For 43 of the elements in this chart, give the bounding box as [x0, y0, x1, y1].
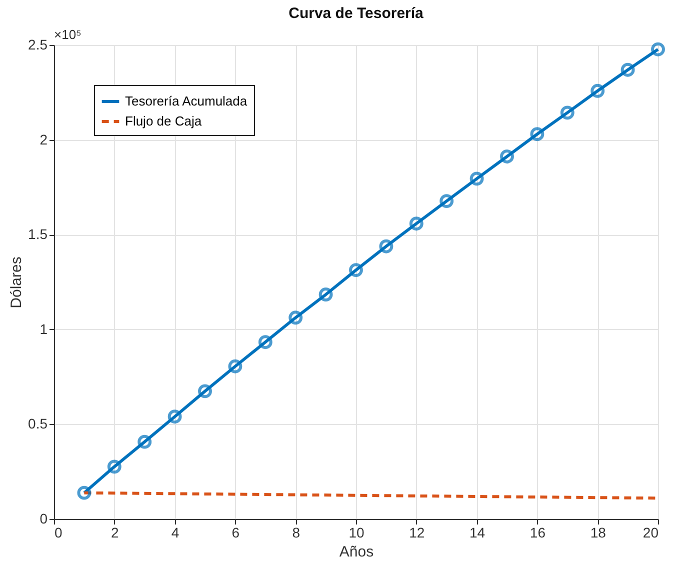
point	[318, 288, 333, 302]
legend-label: Tesorería Acumulada	[125, 94, 248, 108]
point	[288, 310, 303, 325]
y-tick-label: 1.5	[28, 226, 48, 242]
point	[379, 239, 394, 254]
x-tick-label: 20	[642, 524, 659, 540]
legend-label: Flujo de Caja	[125, 114, 202, 128]
point	[560, 106, 574, 120]
y-tick-label: 2.5	[28, 36, 48, 52]
point	[168, 410, 182, 424]
x-tick-label: 18	[590, 524, 606, 540]
x-tick-label: 6	[232, 524, 240, 540]
x-tick-label: 14	[470, 524, 486, 540]
point	[138, 434, 152, 449]
point	[107, 460, 122, 474]
x-tick-label: 2	[111, 524, 119, 540]
y-tick-label: 0	[40, 510, 48, 526]
point	[620, 62, 635, 77]
x-tick-label: 4	[171, 524, 180, 540]
point	[530, 127, 544, 142]
x-tick-label: 10	[348, 524, 364, 540]
point	[440, 194, 454, 208]
y-tick-label: 2	[40, 131, 48, 148]
chart-title: Curva de Tesorería	[288, 5, 424, 22]
point	[198, 384, 212, 398]
x-tick-label: 8	[292, 524, 300, 540]
x-axis-title: Años	[339, 544, 374, 560]
y-tick-label: 0.5	[28, 416, 48, 432]
x-tick-label: 16	[530, 524, 546, 540]
y-tick-label: 1	[40, 320, 48, 337]
y-axis-title: Dólares	[8, 256, 26, 308]
point	[228, 359, 242, 374]
point	[651, 42, 665, 56]
x-tick-label: 0	[54, 524, 62, 540]
point	[77, 486, 92, 500]
text: ×10⁵	[54, 27, 82, 42]
x-tick-label: 12	[409, 524, 425, 540]
point	[349, 263, 363, 278]
point	[590, 84, 605, 98]
point	[258, 335, 272, 350]
point	[500, 150, 514, 164]
point	[470, 172, 484, 186]
point	[409, 216, 424, 231]
